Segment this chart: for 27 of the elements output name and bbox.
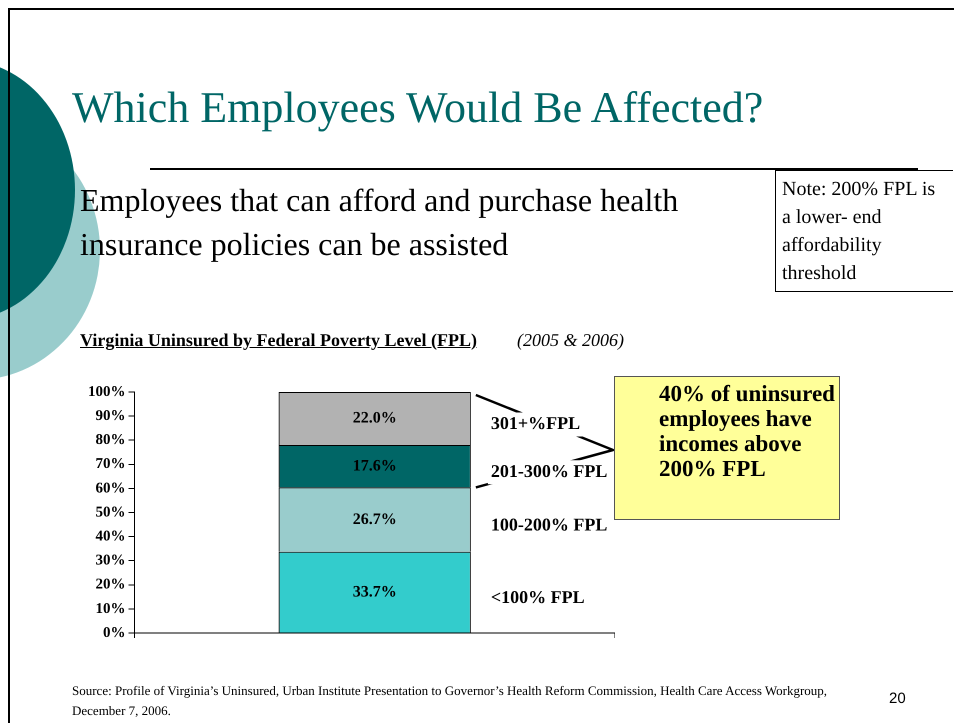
chart-title: Virginia Uninsured by Federal Poverty Level (FPL) bbox=[80, 330, 477, 350]
text: Employees that can afford and purchase health insurance policies can be assisted bbox=[80, 181, 680, 264]
source-note: Source: Profile of Virginia’s Uninsured, Urban Institute Presentation to Governor’s Health Reform Commission, Health Care Access Workgroup, December 7, 2006. bbox=[72, 682, 828, 720]
data-label: 33.7% bbox=[352, 583, 397, 600]
data-label: 22.0% bbox=[352, 410, 397, 427]
y-tick-label: 60% bbox=[96, 480, 126, 496]
text: Which Employees Would Be Affected? bbox=[72, 82, 764, 133]
y-tick-label: 100% bbox=[88, 384, 126, 400]
text: 40% of uninsured employees have incomes above 200% FPL bbox=[614, 376, 840, 520]
y-tick-label: 80% bbox=[96, 432, 126, 448]
y-tick-label: 20% bbox=[96, 576, 126, 593]
y-tick-label: 70% bbox=[96, 456, 126, 472]
series-label: 301+%FPL bbox=[490, 413, 580, 434]
series-label: 100-200% FPL bbox=[490, 514, 608, 534]
y-tick-label: 50% bbox=[96, 504, 126, 520]
y-tick-label: 40% bbox=[96, 528, 126, 544]
y-tick-label: 90% bbox=[96, 408, 126, 424]
data-label: 17.6% bbox=[352, 457, 397, 474]
series-label: 201-300% FPL bbox=[490, 460, 608, 481]
series-label: <100% FPL bbox=[490, 586, 585, 607]
chart-subtitle: (2005 & 2006) bbox=[516, 330, 624, 350]
data-label: 26.7% bbox=[352, 510, 397, 528]
y-tick-label: 30% bbox=[96, 552, 126, 569]
text: Note: 200% FPL is a lower- end affordability threshold bbox=[775, 170, 953, 292]
y-tick-label: 0% bbox=[103, 624, 126, 641]
y-tick-label: 10% bbox=[96, 600, 126, 617]
text: 20 bbox=[889, 690, 906, 707]
